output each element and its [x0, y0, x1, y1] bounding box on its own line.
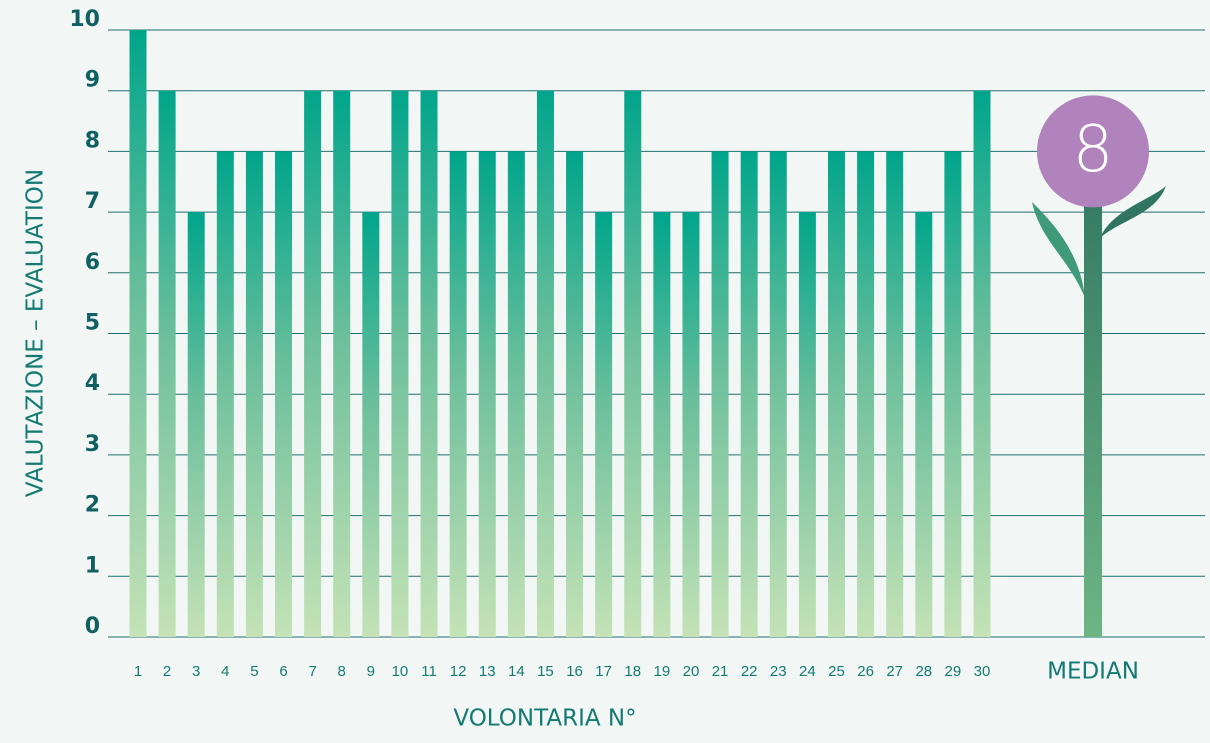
bar: [799, 212, 816, 637]
x-tick-label: 28: [915, 663, 932, 680]
leaf: [1032, 202, 1085, 298]
x-tick-label: 2: [163, 663, 171, 680]
bar: [362, 212, 379, 637]
x-axis-title: VOLONTARIA N°: [453, 706, 636, 732]
bar: [130, 30, 147, 637]
bar: [304, 91, 321, 637]
y-tick-label: 7: [85, 189, 100, 214]
bar: [450, 151, 467, 637]
y-axis-title: VALUTAZIONE – EVALUATION: [23, 169, 49, 497]
bar: [886, 151, 903, 637]
x-tick-label: 5: [250, 663, 258, 680]
x-tick-label: 26: [857, 663, 874, 680]
x-tick-label: 19: [654, 663, 671, 680]
x-tick-label: 12: [450, 663, 467, 680]
median-label: MEDIAN: [1047, 659, 1139, 685]
x-tick-label: 3: [192, 663, 200, 680]
bar: [188, 212, 205, 637]
x-tick-label: 30: [974, 663, 991, 680]
x-tick-label: 14: [508, 663, 525, 680]
x-tick-label: 6: [279, 663, 287, 680]
x-tick-label: 29: [945, 663, 962, 680]
y-tick-label: 9: [85, 68, 100, 93]
x-tick-label: 4: [221, 663, 229, 680]
x-tick-label: 1: [134, 663, 142, 680]
x-tick-label: 17: [595, 663, 612, 680]
bar: [421, 91, 438, 637]
bar: [712, 151, 729, 637]
x-tick-label: 10: [392, 663, 409, 680]
x-tick-label: 20: [683, 663, 700, 680]
bar: [915, 212, 932, 637]
x-tick-label: 24: [799, 663, 816, 680]
x-tick-label: 8: [338, 663, 346, 680]
bar: [217, 151, 234, 637]
bar: [624, 91, 641, 637]
bar: [595, 212, 612, 637]
bar: [246, 151, 263, 637]
x-tick-label: 22: [741, 663, 758, 680]
bar: [508, 151, 525, 637]
y-tick-label: 4: [85, 371, 100, 396]
bar: [391, 91, 408, 637]
bar: [857, 151, 874, 637]
x-tick-label: 13: [479, 663, 496, 680]
bar: [275, 151, 292, 637]
y-tick-label: 2: [85, 493, 100, 518]
bar: [682, 212, 699, 637]
y-tick-label: 3: [85, 432, 100, 457]
bar: [828, 151, 845, 637]
bar: [770, 151, 787, 637]
x-tick-label: 21: [712, 663, 729, 680]
x-tick-label: 25: [828, 663, 845, 680]
median-value-label: 8: [1073, 113, 1114, 187]
x-tick-label: 15: [537, 663, 554, 680]
bar: [741, 151, 758, 637]
y-tick-label: 5: [85, 311, 100, 336]
bar: [159, 91, 176, 637]
y-tick-label: 6: [85, 250, 100, 275]
x-tick-label: 27: [886, 663, 903, 680]
y-tick-label: 8: [85, 128, 100, 153]
x-tick-label: 9: [367, 663, 375, 680]
x-tick-label: 16: [566, 663, 583, 680]
bar: [944, 151, 961, 637]
x-tick-label: 18: [624, 663, 641, 680]
bar: [974, 91, 991, 637]
median-stem: [1084, 151, 1102, 637]
y-tick-label: 0: [85, 614, 100, 639]
x-tick-label: 23: [770, 663, 787, 680]
bar: [479, 151, 496, 637]
bar: [653, 212, 670, 637]
x-tick-label: 7: [308, 663, 316, 680]
bar: [566, 151, 583, 637]
chart: VOLONTARIA N° VALUTAZIONE – EVALUATION 0…: [0, 0, 1210, 743]
x-tick-label: 11: [421, 663, 437, 680]
bar: [333, 91, 350, 637]
bar: [537, 91, 554, 637]
y-tick-label: 1: [85, 553, 100, 578]
y-tick-label: 10: [69, 7, 100, 32]
